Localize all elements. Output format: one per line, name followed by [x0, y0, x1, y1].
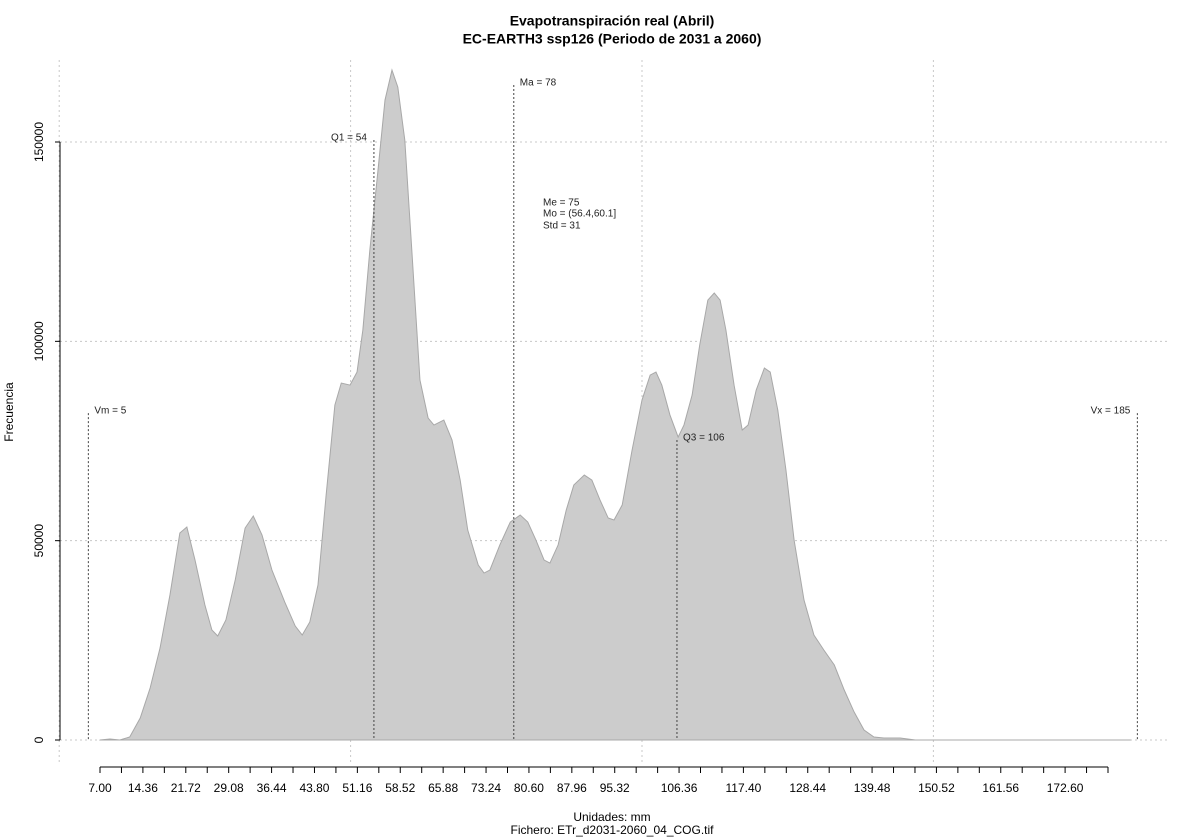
y-axis-label: Frecuencia: [2, 382, 16, 442]
caption: Fichero: ETr_d2031-2060_04_COG.tif: [511, 823, 715, 837]
marker-label: Vx = 185: [1091, 406, 1131, 417]
x-tick-label: 150.52: [918, 781, 955, 795]
x-tick-label: 73.24: [471, 781, 501, 795]
annotation: Std = 31: [543, 221, 581, 232]
x-tick-label: 58.52: [385, 781, 415, 795]
x-tick-label: 36.44: [257, 781, 287, 795]
y-tick-label: 150000: [32, 122, 46, 162]
marker-label: Ma = 78: [520, 78, 557, 89]
marker-label: Q1 = 54: [331, 133, 367, 144]
x-tick-label: 21.72: [171, 781, 201, 795]
x-tick-label: 51.16: [342, 781, 372, 795]
x-tick-label: 117.40: [725, 781, 761, 795]
area: [99, 68, 1131, 741]
marker-label: Vm = 5: [94, 406, 126, 417]
x-tick-label: 172.60: [1047, 781, 1084, 795]
x-tick-label: 7.00: [88, 781, 112, 795]
x-tick-label: 29.08: [214, 781, 244, 795]
x-tick-label: 87.96: [557, 781, 587, 795]
x-tick-label: 128.44: [789, 781, 826, 795]
x-tick-label: 139.48: [854, 781, 891, 795]
annotation: Mo = (56.4,60.1]: [543, 209, 616, 220]
x-tick-label: 161.56: [982, 781, 1019, 795]
annotation: Me = 75: [543, 198, 580, 209]
y-tick-label: 50000: [32, 524, 46, 558]
x-tick-label: 106.36: [661, 781, 698, 795]
y-tick-label: 100000: [32, 321, 46, 361]
x-axis-label: Unidades: mm: [573, 810, 650, 824]
chart-title: Evapotranspiración real (Abril): [510, 13, 715, 29]
x-tick-label: 95.32: [600, 781, 630, 795]
x-tick-label: 80.60: [514, 781, 544, 795]
marker-label: Q3 = 106: [683, 433, 725, 444]
x-tick-label: 65.88: [428, 781, 458, 795]
y-tick-label: 0: [32, 736, 46, 743]
x-tick-label: 43.80: [299, 781, 329, 795]
x-tick-label: 14.36: [128, 781, 158, 795]
chart-subtitle: EC-EARTH3 ssp126 (Periodo de 2031 a 2060…: [463, 31, 762, 47]
